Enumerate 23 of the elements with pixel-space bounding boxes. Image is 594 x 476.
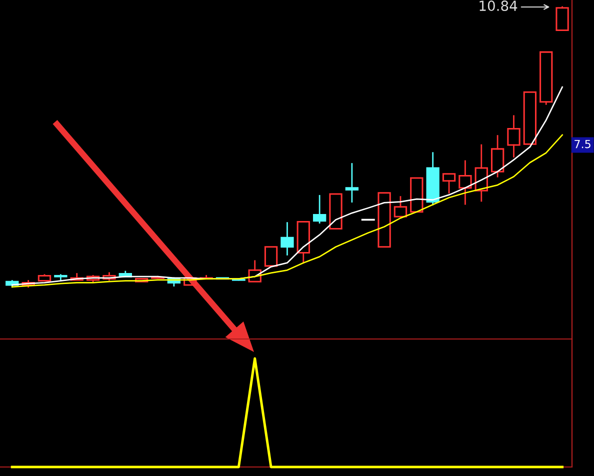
candlestick <box>102 272 116 281</box>
candlestick <box>200 275 213 280</box>
candlestick <box>523 91 537 145</box>
candlestick <box>378 192 391 248</box>
candlestick <box>490 135 504 178</box>
candlestick <box>540 51 553 105</box>
candlestick <box>296 220 310 264</box>
candlestick <box>329 193 342 230</box>
candlestick <box>312 194 326 224</box>
candlestick <box>394 196 408 218</box>
candlestick <box>410 177 424 213</box>
candlestick <box>474 144 488 202</box>
candlestick <box>134 278 148 282</box>
candlestick <box>280 222 294 256</box>
candlestick <box>248 260 262 282</box>
candlestick <box>507 115 520 158</box>
candlestick <box>70 273 84 281</box>
candlestick <box>345 163 359 203</box>
candlestick <box>184 277 197 286</box>
candlestick <box>458 160 472 205</box>
text: 7.5 <box>574 140 590 148</box>
candlestick <box>442 173 456 194</box>
annotation: 10.84 <box>480 0 518 12</box>
